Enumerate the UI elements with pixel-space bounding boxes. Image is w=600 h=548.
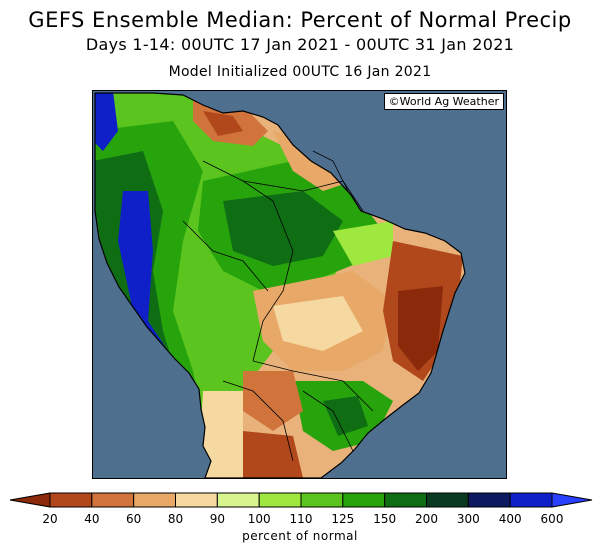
colorbar-tick-label: 80 [167, 512, 184, 526]
colorbar-segment [9, 492, 51, 508]
colorbar-segment [467, 492, 511, 508]
colorbar-segment [426, 492, 469, 508]
colorbar-segment [133, 492, 177, 508]
precip-map: ©World Ag Weather [92, 90, 507, 479]
map-subtitle: Days 1-14: 00UTC 17 Jan 2021 - 00UTC 31 … [85, 35, 515, 54]
colorbar [9, 492, 593, 508]
colorbar-tick-label: 600 [540, 512, 564, 526]
colorbar-tick-label: 100 [247, 512, 271, 526]
colorbar-segment [175, 492, 218, 508]
colorbar-segment [384, 492, 427, 508]
colorbar-segment [300, 492, 344, 508]
colorbar-segment [551, 492, 593, 508]
colorbar-segment [258, 492, 302, 508]
precip-field [95, 93, 465, 478]
colorbar-tick-label: 300 [456, 512, 480, 526]
colorbar-tick-label: 125 [331, 512, 355, 526]
colorbar-tick-label: 20 [42, 512, 58, 526]
model-init-text: Model Initialized 00UTC 16 Jan 2021 [168, 64, 432, 80]
colorbar-segment [342, 492, 386, 508]
colorbar-tick-label: 400 [498, 512, 522, 526]
colorbar-segment [509, 492, 553, 508]
colorbar-tick-label: 150 [373, 512, 397, 526]
credit-label: ©World Ag Weather [383, 93, 504, 110]
colorbar-segment [49, 492, 93, 508]
colorbar-tick-label: 200 [415, 512, 438, 526]
map-title: GEFS Ensemble Median: Percent of Normal … [28, 8, 572, 32]
colorbar-tick-label: 110 [289, 512, 313, 526]
colorbar-tick-label: 90 [209, 512, 225, 526]
colorbar-tick-label: 40 [84, 512, 100, 526]
country-borders [182, 150, 374, 462]
map-canvas [94, 92, 466, 478]
colorbar-segment [91, 492, 135, 508]
colorbar-units-label: percent of normal [242, 529, 358, 543]
colorbar-tick-label: 60 [126, 512, 142, 526]
colorbar-segment [216, 492, 260, 508]
